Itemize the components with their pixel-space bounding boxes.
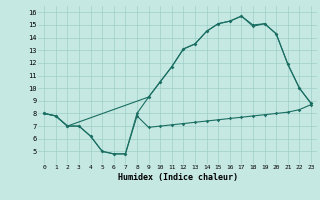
X-axis label: Humidex (Indice chaleur): Humidex (Indice chaleur)	[118, 173, 238, 182]
